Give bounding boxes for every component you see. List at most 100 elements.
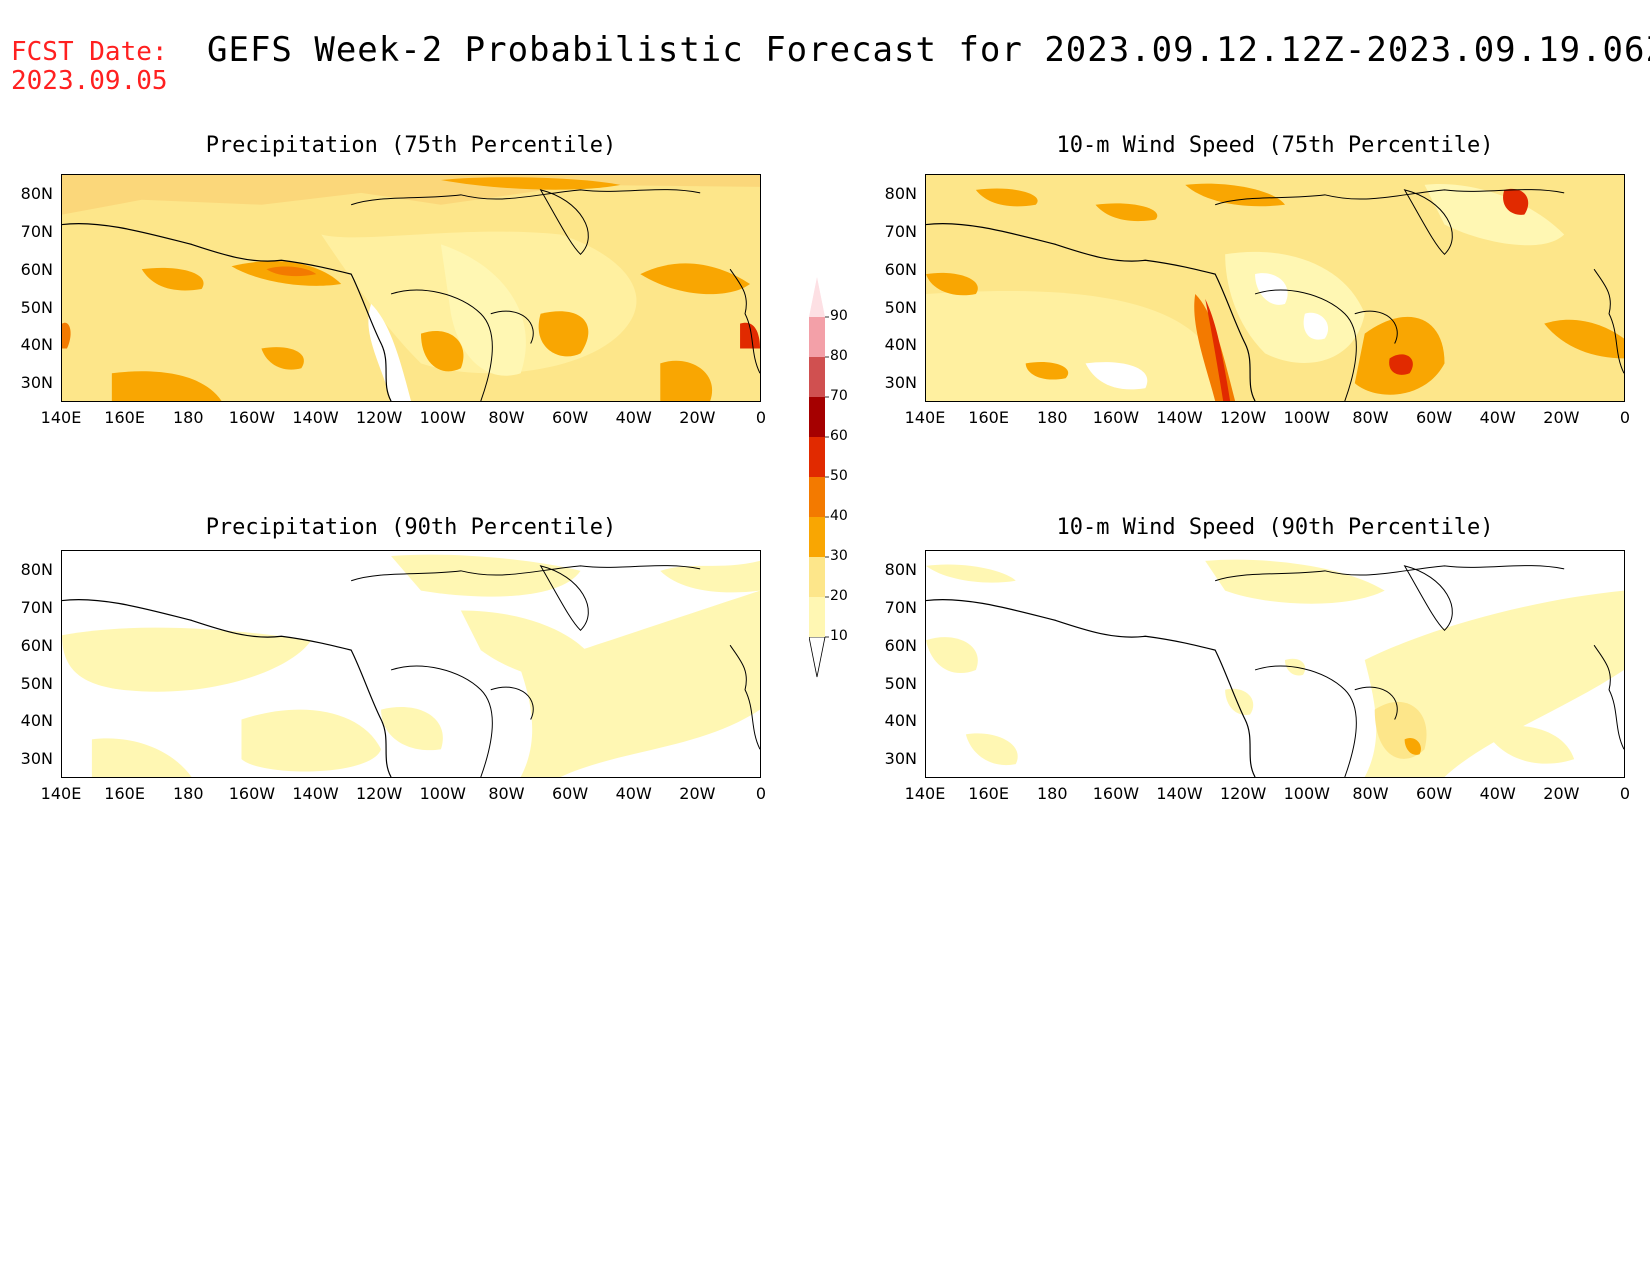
lon-label: 160W: [228, 784, 276, 803]
lat-label: 50N: [884, 298, 917, 317]
colorbar-label: 80: [830, 348, 848, 364]
lat-label: 50N: [20, 674, 53, 693]
lat-label: 30N: [20, 373, 53, 392]
lat-label: 70N: [884, 598, 917, 617]
colorbar-swatch: [809, 597, 825, 637]
lat-label: 30N: [884, 373, 917, 392]
colorbar-swatch: [809, 437, 825, 477]
forecast-date-value: 2023.09.05: [11, 66, 168, 96]
lat-label: 40N: [20, 335, 53, 354]
lon-label: 20W: [679, 784, 716, 803]
lon-label: 40W: [615, 784, 652, 803]
lon-label: 180: [1036, 408, 1068, 427]
lat-label: 70N: [20, 598, 53, 617]
lon-label: 160W: [1092, 408, 1140, 427]
lon-label: 80W: [1352, 784, 1389, 803]
lon-label: 100W: [419, 784, 466, 803]
lat-label: 50N: [884, 674, 917, 693]
lat-label: 40N: [884, 335, 917, 354]
lon-label: 80W: [488, 408, 525, 427]
lat-label: 30N: [20, 749, 53, 768]
panel-title-wind-90: 10-m Wind Speed (90th Percentile): [1056, 515, 1494, 540]
lon-label: 100W: [1283, 408, 1330, 427]
lon-label: 160E: [968, 784, 1009, 803]
lon-label: 160E: [104, 784, 145, 803]
map-panel-wind-75: [925, 174, 1625, 402]
lon-label: 140E: [40, 784, 82, 803]
lon-label: 20W: [679, 408, 716, 427]
lon-label: 60W: [1415, 784, 1453, 803]
colorbar-swatch: [809, 317, 825, 357]
lat-label: 70N: [20, 222, 53, 241]
lat-label: 40N: [884, 711, 917, 730]
lat-label: 70N: [884, 222, 917, 241]
map-panel-wind-90: [925, 550, 1625, 778]
colorbar-label: 90: [830, 308, 848, 324]
lon-label: 80W: [1352, 408, 1389, 427]
lon-label: 120W: [1219, 408, 1267, 427]
lon-label: 140W: [1156, 408, 1203, 427]
lat-label: 80N: [20, 560, 53, 579]
lon-label: 100W: [1283, 784, 1330, 803]
colorbar: [808, 273, 899, 683]
colorbar-top-triangle: [809, 277, 825, 317]
map-panel-precip-75: [61, 174, 761, 402]
lon-label: 160W: [1092, 784, 1140, 803]
colorbar-swatch: [809, 357, 825, 397]
precip-90-field: [62, 551, 760, 777]
lon-label: 40W: [1479, 408, 1516, 427]
lon-label: 180: [172, 408, 204, 427]
lon-label: 180: [172, 784, 204, 803]
colorbar-swatch: [809, 517, 825, 557]
lat-label: 80N: [884, 184, 917, 203]
colorbar-swatch: [809, 397, 825, 437]
colorbar-label: 10: [830, 628, 848, 644]
lon-label: 0: [1619, 408, 1631, 427]
lon-label: 20W: [1543, 784, 1580, 803]
panel-title-wind-75: 10-m Wind Speed (75th Percentile): [1056, 133, 1494, 158]
colorbar-label: 70: [830, 388, 848, 404]
lon-label: 140E: [904, 784, 946, 803]
colorbar-label: 50: [830, 468, 848, 484]
lat-label: 60N: [20, 636, 53, 655]
lon-label: 0: [755, 784, 767, 803]
precip-75-field: [62, 175, 760, 401]
lon-label: 160W: [228, 408, 276, 427]
colorbar-label: 60: [830, 428, 848, 444]
lon-label: 40W: [615, 408, 652, 427]
lat-label: 60N: [20, 260, 53, 279]
lon-label: 140W: [1156, 784, 1203, 803]
wind-75-field: [926, 175, 1624, 401]
wind-90-field: [926, 551, 1624, 777]
lon-label: 120W: [1219, 784, 1267, 803]
lon-label: 160E: [104, 408, 145, 427]
lon-label: 140W: [292, 784, 339, 803]
colorbar-swatch: [809, 557, 825, 597]
lon-label: 100W: [419, 408, 466, 427]
lat-label: 40N: [20, 711, 53, 730]
lon-label: 0: [1619, 784, 1631, 803]
panel-title-precip-75: Precipitation (75th Percentile): [205, 133, 617, 158]
lat-label: 80N: [884, 560, 917, 579]
colorbar-label: 40: [830, 508, 848, 524]
colorbar-swatch: [809, 477, 825, 517]
lat-label: 60N: [884, 636, 917, 655]
panel-title-precip-90: Precipitation (90th Percentile): [205, 515, 617, 540]
forecast-date-label: FCST Date:: [11, 37, 168, 67]
colorbar-bottom-triangle: [808, 636, 826, 678]
lon-label: 120W: [355, 784, 403, 803]
lat-label: 30N: [884, 749, 917, 768]
colorbar-graphic: [808, 277, 829, 678]
lon-label: 60W: [551, 408, 589, 427]
lon-label: 120W: [355, 408, 403, 427]
colorbar-label: 30: [830, 548, 848, 564]
map-panel-precip-90: [61, 550, 761, 778]
page-title: GEFS Week-2 Probabilistic Forecast for 2…: [207, 30, 1650, 70]
lon-label: 20W: [1543, 408, 1580, 427]
lon-label: 140E: [40, 408, 82, 427]
lon-label: 0: [755, 408, 767, 427]
lon-label: 60W: [1415, 408, 1453, 427]
lon-label: 60W: [551, 784, 589, 803]
lon-label: 40W: [1479, 784, 1516, 803]
lon-label: 160E: [968, 408, 1009, 427]
